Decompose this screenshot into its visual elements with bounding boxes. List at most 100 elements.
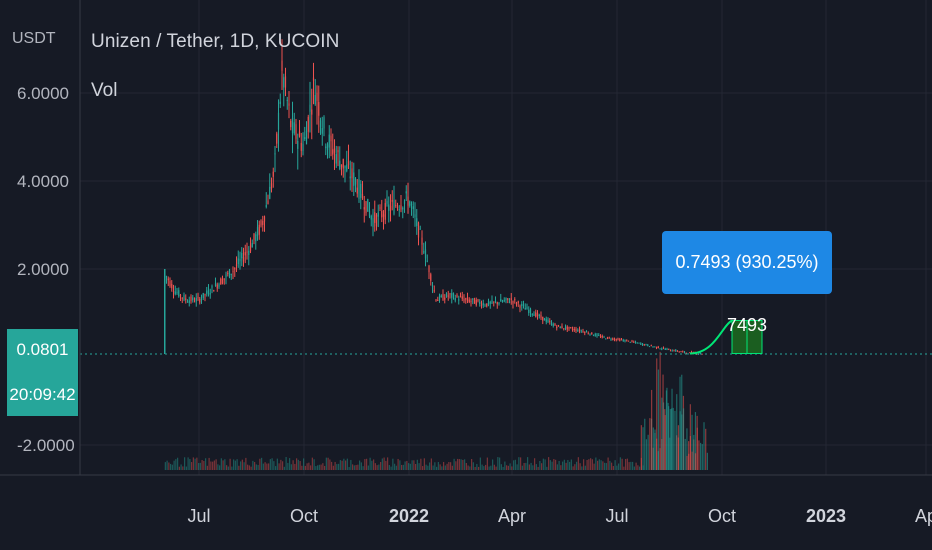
candle-body bbox=[547, 319, 549, 323]
candle-body bbox=[269, 186, 271, 199]
candle-body bbox=[629, 341, 631, 343]
volume-bar bbox=[198, 463, 200, 470]
candle-body bbox=[239, 258, 241, 262]
candle-body bbox=[680, 351, 682, 353]
candle-body bbox=[498, 303, 500, 305]
candle-body bbox=[386, 200, 388, 204]
volume-bar bbox=[304, 465, 306, 470]
candle-body bbox=[176, 292, 178, 294]
candle-body bbox=[242, 257, 245, 262]
candle-body bbox=[517, 301, 519, 304]
volume-bar bbox=[383, 457, 385, 470]
projection-callout[interactable]: 0.7493 (930.25%) 7493 bbox=[662, 231, 832, 335]
candle-body bbox=[272, 171, 274, 177]
volume-bar bbox=[259, 458, 261, 470]
volume-bar bbox=[371, 460, 373, 470]
volume-bar bbox=[268, 463, 270, 470]
volume-bar bbox=[338, 463, 340, 470]
candle-body bbox=[181, 297, 183, 299]
volume-bar bbox=[430, 458, 432, 470]
volume-bar bbox=[227, 466, 229, 470]
volume-bar bbox=[652, 427, 654, 470]
x-tick-label: Jul bbox=[605, 506, 628, 526]
volume-bar bbox=[640, 457, 642, 470]
candle-body bbox=[228, 269, 231, 278]
volume-bar bbox=[236, 459, 238, 470]
volume-bar bbox=[441, 466, 443, 470]
candle-body bbox=[437, 300, 439, 302]
candle-body bbox=[578, 328, 581, 332]
candle-body bbox=[195, 297, 197, 302]
candle-body bbox=[237, 258, 239, 265]
volume-bar bbox=[607, 457, 609, 470]
volume-bar bbox=[352, 464, 354, 470]
volume-bar bbox=[642, 465, 644, 470]
candle-body bbox=[671, 350, 673, 352]
volume-bar bbox=[621, 458, 623, 470]
candle-body bbox=[174, 291, 176, 295]
volume-label: Vol bbox=[91, 80, 118, 101]
volume-bar bbox=[308, 462, 310, 470]
candle-body bbox=[244, 252, 246, 256]
volume-bar bbox=[310, 465, 312, 470]
candle-body bbox=[657, 346, 659, 349]
last-price-value: 0.0801 bbox=[16, 340, 69, 359]
candle-body bbox=[346, 164, 348, 171]
candle-body bbox=[442, 294, 444, 301]
volume-bar bbox=[586, 459, 588, 470]
candle-body bbox=[302, 143, 304, 151]
volume-bar bbox=[688, 453, 690, 470]
volume-bar bbox=[569, 461, 571, 470]
candle-body bbox=[421, 237, 423, 245]
candle-body bbox=[659, 348, 661, 350]
volume-bar bbox=[595, 457, 597, 470]
candle-body bbox=[274, 153, 276, 155]
volume-bar bbox=[240, 461, 242, 470]
candle-body bbox=[382, 214, 385, 217]
volume-bar bbox=[378, 464, 380, 470]
candle-body bbox=[235, 264, 238, 267]
volume-bar bbox=[432, 465, 434, 470]
volume-bar bbox=[436, 466, 438, 470]
last-price-badge: 0.0801 20:09:42 bbox=[7, 329, 78, 416]
candle-body bbox=[393, 200, 395, 214]
candle-body bbox=[606, 337, 609, 339]
x-tick-label: Oct bbox=[290, 506, 318, 526]
candle-body bbox=[293, 122, 295, 134]
volume-bar bbox=[667, 402, 669, 470]
volume-bar bbox=[380, 461, 382, 470]
volume-bar bbox=[679, 411, 681, 470]
candle-body bbox=[631, 340, 633, 342]
volume-bar bbox=[572, 466, 574, 470]
volume-bar bbox=[458, 459, 460, 470]
y-tick-label: 2.0000 bbox=[17, 260, 69, 279]
volume-bar bbox=[224, 459, 226, 470]
volume-bar bbox=[486, 457, 488, 470]
volume-bar bbox=[325, 457, 327, 470]
candle-body bbox=[267, 200, 269, 205]
candle-body bbox=[528, 309, 530, 313]
candle-body bbox=[561, 326, 563, 329]
volume-bar bbox=[563, 459, 565, 470]
volume-bar bbox=[600, 460, 602, 470]
volume-bar bbox=[395, 465, 397, 470]
candle-body bbox=[617, 338, 619, 340]
candle-body bbox=[305, 131, 308, 145]
volume-bar bbox=[311, 457, 313, 470]
candle-body bbox=[613, 338, 616, 340]
candle-body bbox=[241, 253, 243, 259]
candle-body bbox=[519, 305, 521, 308]
volume-bar bbox=[444, 465, 446, 470]
candle-body bbox=[409, 201, 411, 206]
candle-body bbox=[470, 300, 472, 302]
volume-bar bbox=[374, 463, 376, 470]
volume-bar bbox=[455, 461, 457, 470]
volume-bar bbox=[201, 460, 203, 470]
volume-bar bbox=[506, 465, 508, 470]
volume-bar bbox=[681, 414, 683, 470]
candle-body bbox=[501, 301, 504, 303]
candle-body bbox=[283, 77, 285, 88]
volume-bar bbox=[530, 462, 532, 470]
volume-bar bbox=[345, 460, 347, 470]
